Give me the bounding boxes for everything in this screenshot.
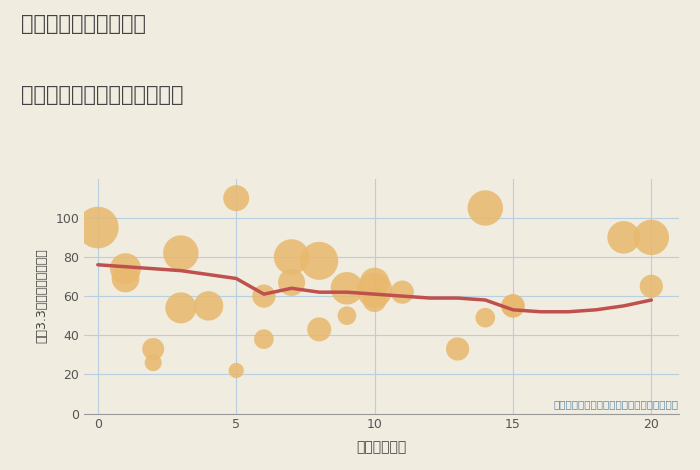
Point — [286, 253, 297, 261]
Point — [203, 302, 214, 310]
Point — [314, 326, 325, 333]
Point — [480, 314, 491, 321]
Point — [148, 345, 159, 352]
Point — [258, 336, 270, 343]
Point — [314, 257, 325, 265]
Point — [120, 274, 131, 282]
Point — [369, 296, 380, 304]
Point — [645, 234, 657, 241]
Text: 駅距離別中古マンション価格: 駅距離別中古マンション価格 — [21, 85, 183, 105]
Point — [286, 279, 297, 286]
Point — [508, 302, 519, 310]
Y-axis label: 坪（3.3㎡）単価（万円）: 坪（3.3㎡）単価（万円） — [35, 249, 48, 344]
Point — [92, 224, 104, 231]
Point — [120, 265, 131, 273]
Point — [452, 345, 463, 352]
Point — [342, 284, 353, 292]
Point — [618, 234, 629, 241]
Point — [258, 292, 270, 300]
Point — [508, 302, 519, 310]
Text: 円の大きさは、取引のあった物件面積を示す: 円の大きさは、取引のあった物件面積を示す — [554, 399, 679, 409]
Point — [230, 367, 241, 374]
X-axis label: 駅距離（分）: 駅距離（分） — [356, 440, 407, 454]
Point — [148, 359, 159, 367]
Point — [342, 312, 353, 320]
Point — [230, 195, 241, 202]
Point — [397, 289, 408, 296]
Point — [480, 204, 491, 212]
Point — [645, 282, 657, 290]
Text: 三重県鳥羽市堅神町の: 三重県鳥羽市堅神町の — [21, 14, 146, 34]
Point — [175, 304, 186, 312]
Point — [369, 279, 380, 286]
Point — [175, 249, 186, 257]
Point — [369, 287, 380, 294]
